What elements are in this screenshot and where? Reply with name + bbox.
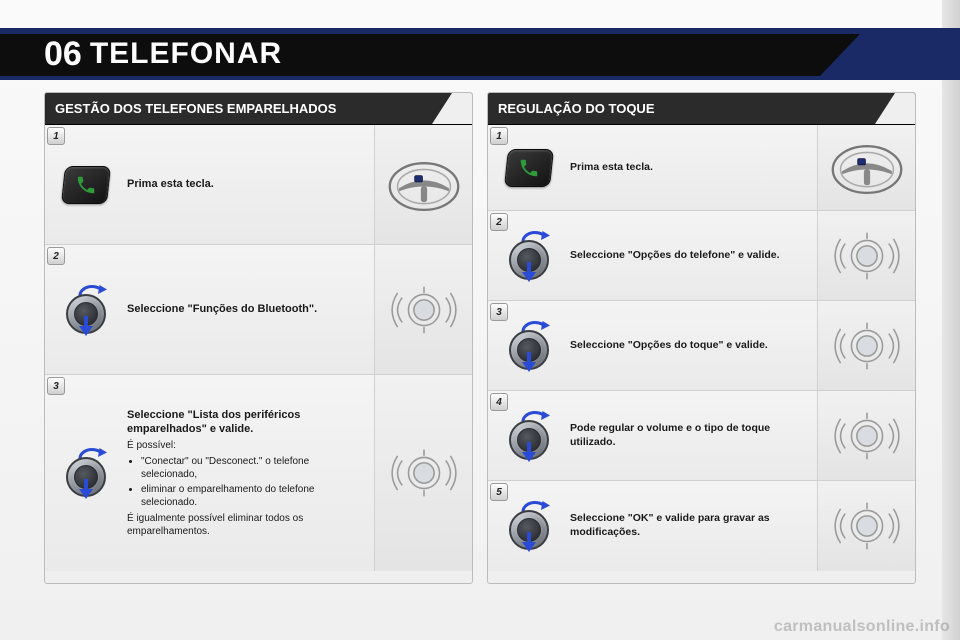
step-text: Seleccione "Opções do telefone" e valide… <box>570 249 807 263</box>
step-row: 1 Prima esta tecla. <box>488 125 915 211</box>
step-text: Seleccione "Lista dos periféricos empare… <box>127 408 364 539</box>
location-console-icon <box>817 301 915 390</box>
location-console-icon <box>817 391 915 480</box>
step-row: 3 Seleccione "Opções do toque" e valide. <box>488 301 915 391</box>
rotary-knob-icon <box>498 322 560 370</box>
panel-paired-phones: GESTÃO DOS TELEFONES EMPARELHADOS 1 Prim… <box>44 92 473 584</box>
step-text: Prima esta tecla. <box>127 177 364 191</box>
location-console-icon <box>817 481 915 571</box>
step-text: Pode regular o volume e o tipo de toque … <box>570 422 807 449</box>
panel-ringtone: REGULAÇÃO DO TOQUE 1 Prima esta tecla. <box>487 92 916 584</box>
step-subintro: É possível: <box>127 439 364 452</box>
columns: GESTÃO DOS TELEFONES EMPARELHADOS 1 Prim… <box>44 92 916 584</box>
step-row: 4 Pode regular o volume e o tipo de toqu… <box>488 391 915 481</box>
step-text: Seleccione "Funções do Bluetooth". <box>127 302 364 316</box>
rotary-knob-icon <box>55 449 117 497</box>
section-number: 06 <box>44 35 82 74</box>
step-text: Prima esta tecla. <box>570 161 807 175</box>
panel-title: REGULAÇÃO DO TOQUE <box>488 93 915 125</box>
location-console-icon <box>817 211 915 300</box>
step-row: 3 Seleccione "Lista dos periféricos empa… <box>45 375 472 571</box>
step-row: 2 Seleccione "Funções do Bluetooth". <box>45 245 472 375</box>
phone-key-icon <box>498 149 560 187</box>
step-badge: 3 <box>490 303 508 321</box>
step-suboutro: É igualmente possível eliminar todos os … <box>127 512 364 538</box>
step-text: Seleccione "OK" e valide para gravar as … <box>570 512 807 539</box>
step-row: 5 Seleccione "OK" e valide para gravar a… <box>488 481 915 571</box>
location-console-icon <box>374 245 472 374</box>
step-bullets: "Conectar" ou "Desconect." o telefone se… <box>141 455 364 509</box>
step-badge: 5 <box>490 483 508 501</box>
step-text: Seleccione "Opções do toque" e valide. <box>570 339 807 353</box>
location-wheel-icon <box>817 125 915 210</box>
watermark: carmanualsonline.info <box>774 618 950 636</box>
location-console-icon <box>374 375 472 571</box>
bullet: eliminar o emparelhamento do telefone se… <box>141 483 364 509</box>
step-badge: 4 <box>490 393 508 411</box>
rotary-knob-icon <box>55 286 117 334</box>
manual-page: 06 TELEFONAR GESTÃO DOS TELEFONES EMPARE… <box>0 0 960 640</box>
step-row: 2 Seleccione "Opções do telefone" e vali… <box>488 211 915 301</box>
panel-title: GESTÃO DOS TELEFONES EMPARELHADOS <box>45 93 472 125</box>
page-header: 06 TELEFONAR <box>44 28 916 80</box>
step-badge: 2 <box>490 213 508 231</box>
step-badge: 1 <box>490 127 508 145</box>
section-title: TELEFONAR <box>90 37 282 71</box>
step-main-text: Seleccione "Lista dos periféricos empare… <box>127 408 364 437</box>
step-row: 1 Prima esta tecla. <box>45 125 472 245</box>
step-badge: 3 <box>47 377 65 395</box>
location-wheel-icon <box>374 125 472 244</box>
step-badge: 1 <box>47 127 65 145</box>
side-stripe <box>942 0 960 640</box>
rotary-knob-icon <box>498 232 560 280</box>
bullet: "Conectar" ou "Desconect." o telefone se… <box>141 455 364 481</box>
phone-key-icon <box>55 166 117 204</box>
step-badge: 2 <box>47 247 65 265</box>
rotary-knob-icon <box>498 502 560 550</box>
rotary-knob-icon <box>498 412 560 460</box>
